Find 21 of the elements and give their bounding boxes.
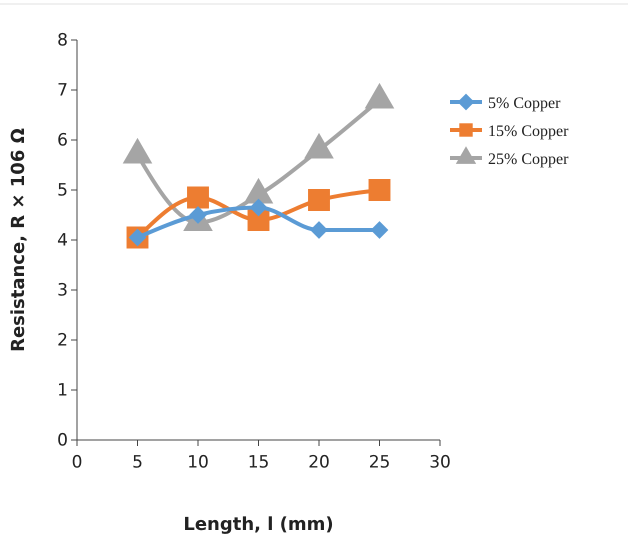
x-tick-label: 20 xyxy=(308,452,330,473)
y-tick-label: 8 xyxy=(57,30,68,50)
y-tick-label: 2 xyxy=(57,330,68,350)
x-tick-label: 5 xyxy=(132,452,143,473)
x-tick-label: 0 xyxy=(72,452,82,473)
x-tick-label: 15 xyxy=(248,452,270,473)
x-tick-label: 10 xyxy=(187,452,209,473)
y-tick-label: 4 xyxy=(57,230,68,250)
legend-label: 15% Copper xyxy=(488,123,570,140)
legend-label: 25% Copper xyxy=(488,151,570,168)
y-tick-label: 1 xyxy=(57,380,68,400)
y-tick-label: 7 xyxy=(57,80,68,100)
y-tick-label: 5 xyxy=(57,180,68,200)
legend-label: 5% Copper xyxy=(488,95,562,112)
y-axis-title: Resistance, R × 106 Ω xyxy=(8,128,29,352)
x-tick-label: 25 xyxy=(368,452,390,473)
y-tick-label: 3 xyxy=(57,280,68,300)
x-tick-label: 30 xyxy=(429,452,451,473)
x-axis-title: Length, l (mm) xyxy=(183,514,334,535)
y-tick-label: 0 xyxy=(57,430,68,450)
y-tick-label: 6 xyxy=(57,130,68,150)
